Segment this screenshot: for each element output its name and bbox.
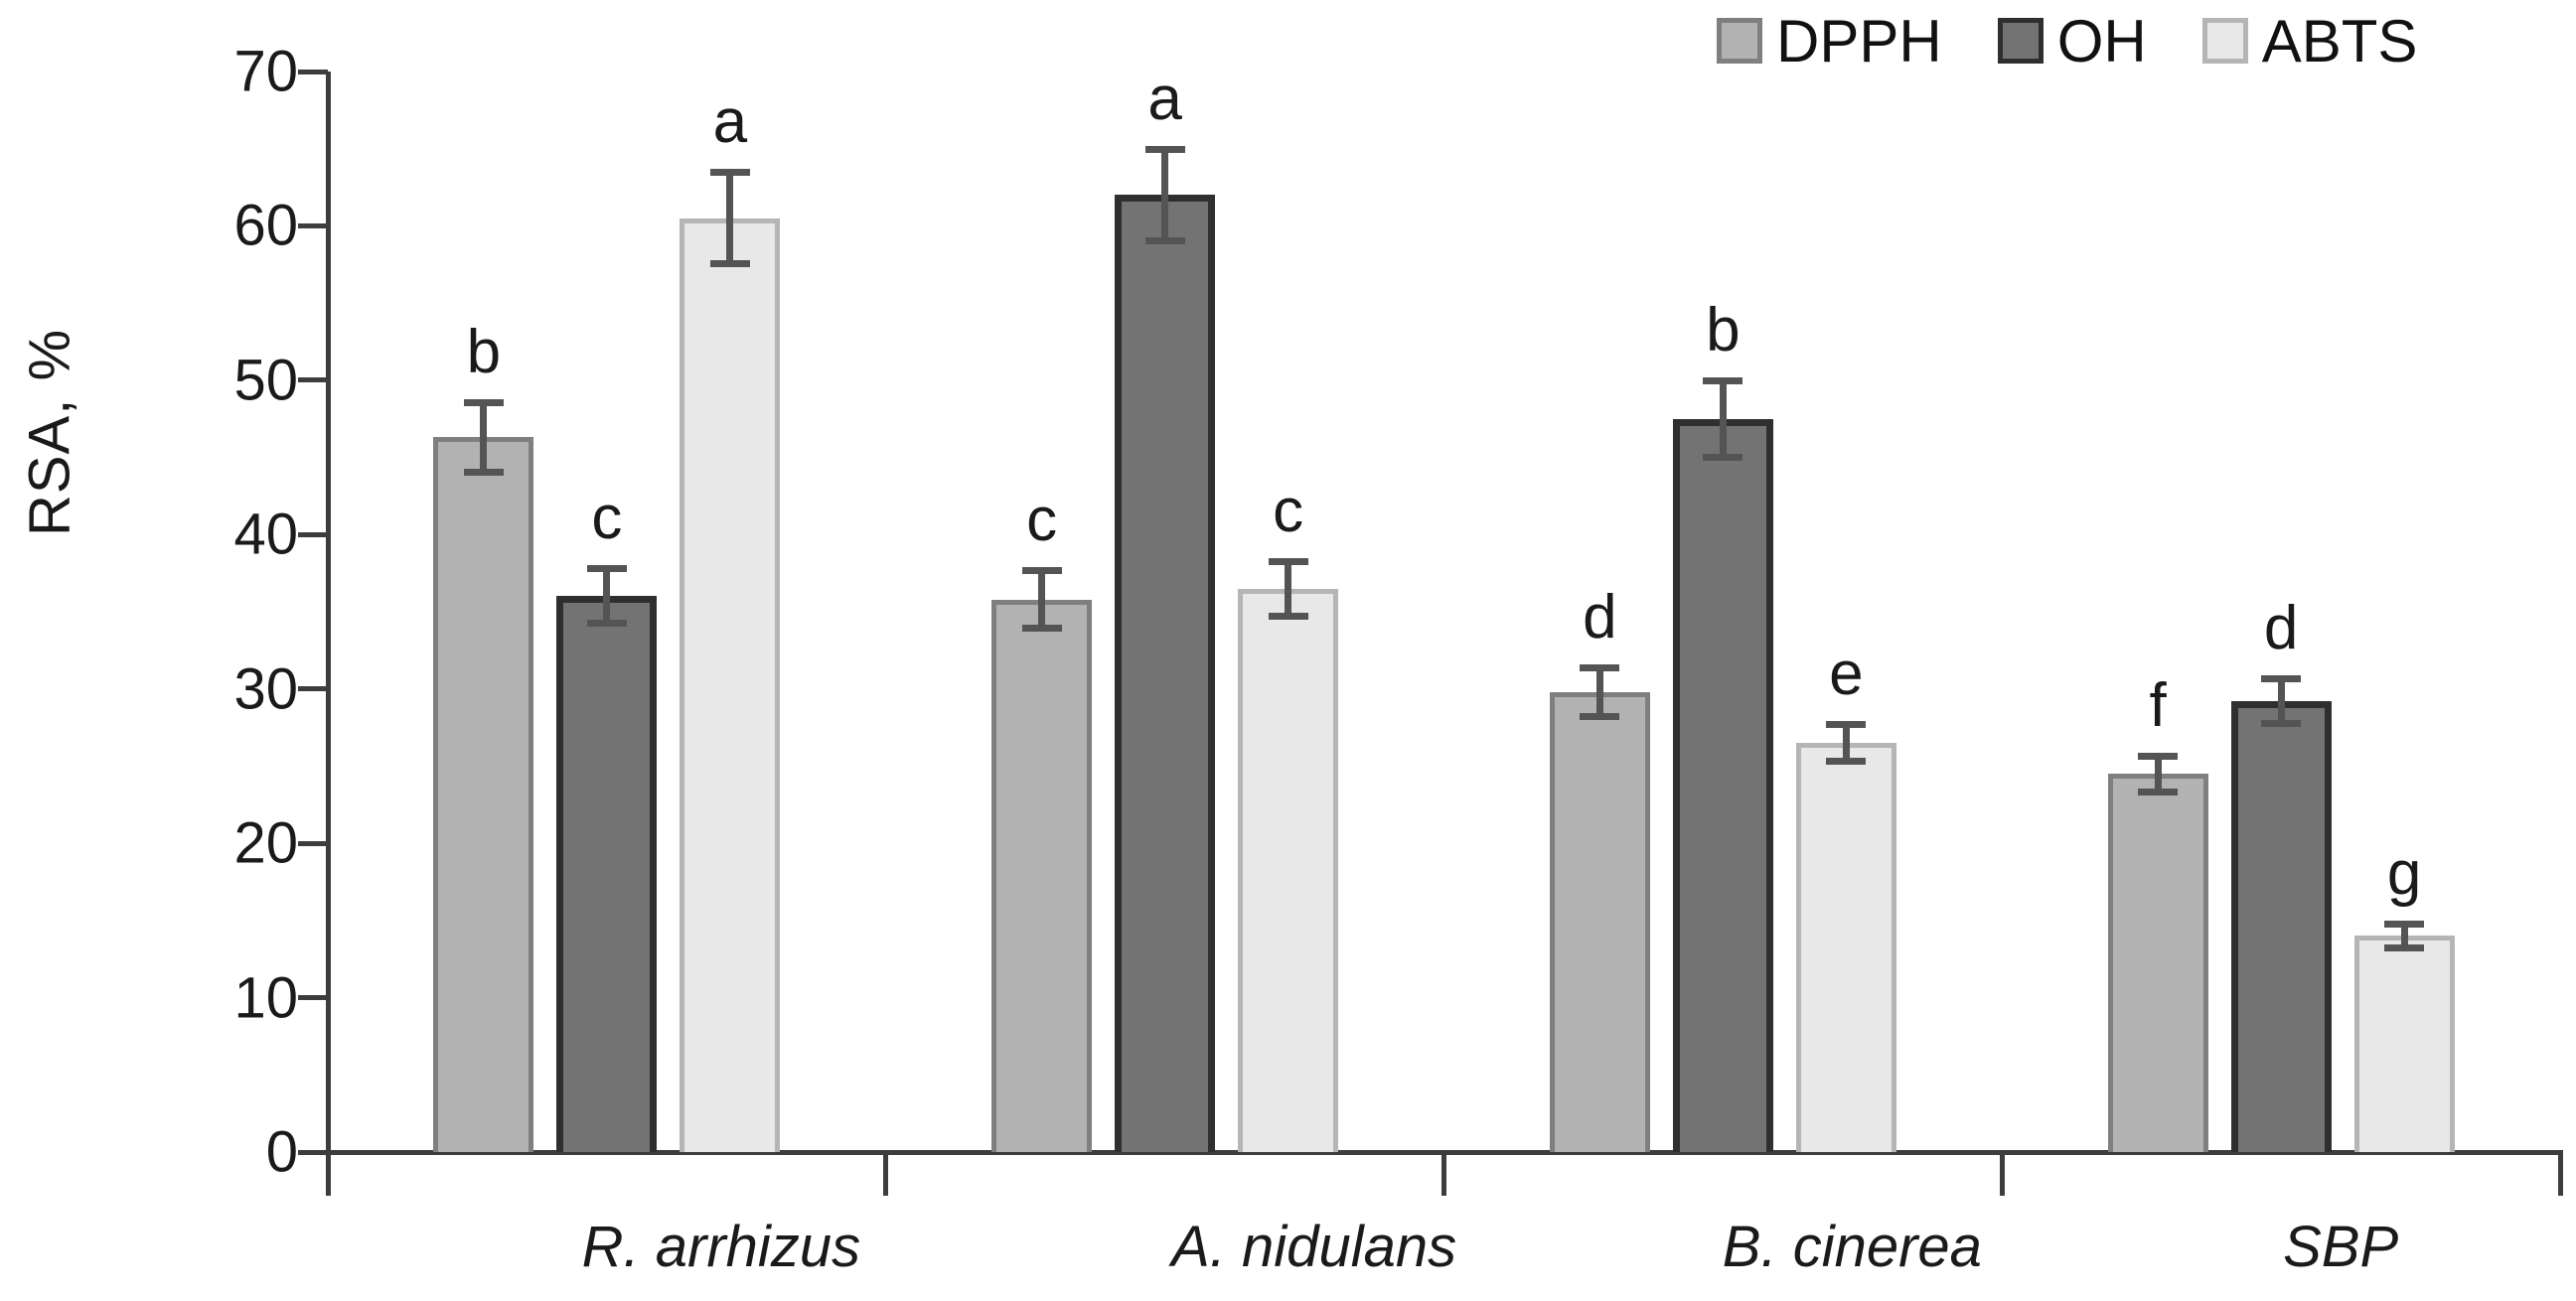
y-tick-label: 20 xyxy=(233,810,298,876)
sig-letter-abts-sbp: g xyxy=(2386,838,2422,908)
y-tick xyxy=(298,1149,328,1155)
bar-dpph-sbp xyxy=(2107,774,2208,1152)
error-cap-bottom-abts-sbp xyxy=(2384,943,2425,951)
x-boundary-tick xyxy=(1441,1152,1446,1196)
error-cap-top-oh-a-nidulans xyxy=(1144,145,1185,153)
y-tick xyxy=(298,69,328,74)
sig-letter-abts-a-nidulans: c xyxy=(1273,476,1304,545)
error-cap-top-dpph-sbp xyxy=(2138,752,2179,760)
error-bar-oh-r-arrhizus xyxy=(603,568,611,625)
error-bar-oh-b-cinerea xyxy=(1719,379,1727,458)
error-bar-abts-a-nidulans xyxy=(1285,560,1292,617)
bar-abts-a-nidulans xyxy=(1238,588,1339,1152)
category-label-r-arrhizus: R. arrhizus xyxy=(581,1215,861,1279)
sig-letter-dpph-r-arrhizus: b xyxy=(466,317,502,386)
bar-oh-r-arrhizus xyxy=(556,596,658,1152)
error-cap-top-oh-b-cinerea xyxy=(1703,376,1743,384)
error-cap-top-abts-b-cinerea xyxy=(1826,721,1867,729)
legend: DPPH OH ABTS xyxy=(1717,6,2417,75)
bar-abts-r-arrhizus xyxy=(680,217,781,1152)
error-cap-bottom-oh-sbp xyxy=(2261,720,2302,728)
x-boundary-tick xyxy=(1999,1152,2005,1196)
sig-letter-oh-sbp: d xyxy=(2263,593,2299,662)
sig-letter-dpph-a-nidulans: c xyxy=(1026,486,1058,555)
y-axis-line xyxy=(325,72,331,1154)
category-label-b-cinerea: B. cinerea xyxy=(1722,1215,1982,1279)
sig-letter-dpph-b-cinerea: d xyxy=(1583,582,1617,651)
bar-abts-b-cinerea xyxy=(1795,743,1896,1152)
error-cap-top-dpph-a-nidulans xyxy=(1021,567,1062,575)
error-cap-top-abts-r-arrhizus xyxy=(709,169,750,177)
bar-oh-b-cinerea xyxy=(1672,418,1773,1152)
legend-swatch-icon xyxy=(2201,18,2248,64)
error-cap-top-oh-r-arrhizus xyxy=(586,565,627,573)
legend-label: DPPH xyxy=(1776,7,1942,74)
error-cap-bottom-dpph-sbp xyxy=(2138,788,2179,795)
y-tick xyxy=(298,840,328,846)
sig-letter-oh-r-arrhizus: c xyxy=(591,484,623,553)
bar-oh-a-nidulans xyxy=(1115,195,1216,1152)
sig-letter-abts-r-arrhizus: a xyxy=(712,87,748,157)
legend-item-abts: ABTS xyxy=(2201,7,2418,75)
bar-dpph-b-cinerea xyxy=(1549,691,1650,1152)
error-bar-abts-r-arrhizus xyxy=(726,172,734,265)
y-tick-label: 0 xyxy=(265,1119,298,1185)
error-cap-bottom-abts-b-cinerea xyxy=(1826,757,1867,765)
error-bar-dpph-a-nidulans xyxy=(1038,570,1046,630)
error-bar-oh-a-nidulans xyxy=(1161,148,1169,241)
y-tick xyxy=(298,686,328,692)
category-label-a-nidulans: A. nidulans xyxy=(1171,1215,1457,1279)
y-tick xyxy=(298,377,328,383)
sig-letter-oh-a-nidulans: a xyxy=(1147,64,1182,133)
error-cap-bottom-oh-b-cinerea xyxy=(1703,453,1743,461)
y-axis-title: RSA, % xyxy=(17,328,82,537)
error-cap-bottom-oh-a-nidulans xyxy=(1144,236,1185,244)
x-boundary-tick xyxy=(325,1152,331,1196)
error-cap-bottom-dpph-a-nidulans xyxy=(1021,625,1062,633)
error-bar-dpph-b-cinerea xyxy=(1595,666,1603,717)
legend-label: ABTS xyxy=(2261,7,2418,74)
y-tick-label: 50 xyxy=(233,348,298,413)
y-tick-label: 10 xyxy=(233,965,298,1031)
y-tick-label: 40 xyxy=(233,502,298,567)
error-cap-top-dpph-b-cinerea xyxy=(1580,663,1620,671)
error-bar-abts-b-cinerea xyxy=(1842,724,1850,762)
legend-label: OH xyxy=(2056,7,2147,74)
y-tick-label: 70 xyxy=(233,39,298,104)
y-tick-label: 30 xyxy=(233,656,298,722)
error-bar-abts-sbp xyxy=(2400,923,2408,948)
category-label-sbp: SBP xyxy=(2283,1215,2399,1279)
x-boundary-tick xyxy=(2557,1152,2563,1196)
legend-item-dpph: DPPH xyxy=(1717,7,1942,75)
error-cap-top-abts-sbp xyxy=(2384,920,2425,928)
error-bar-dpph-sbp xyxy=(2154,755,2162,793)
x-boundary-tick xyxy=(883,1152,889,1196)
y-tick xyxy=(298,995,328,1001)
error-cap-top-abts-a-nidulans xyxy=(1268,557,1308,565)
bar-abts-sbp xyxy=(2353,936,2455,1152)
error-cap-bottom-abts-a-nidulans xyxy=(1268,612,1308,620)
bar-dpph-r-arrhizus xyxy=(433,437,534,1152)
y-tick xyxy=(298,222,328,228)
error-bar-oh-sbp xyxy=(2277,677,2285,725)
y-tick xyxy=(298,531,328,537)
legend-swatch-icon xyxy=(1717,18,1762,64)
sig-letter-oh-b-cinerea: b xyxy=(1706,295,1741,364)
sig-letter-abts-b-cinerea: e xyxy=(1829,640,1864,709)
legend-swatch-icon xyxy=(1997,18,2044,64)
error-cap-bottom-oh-r-arrhizus xyxy=(586,620,627,628)
error-cap-top-dpph-r-arrhizus xyxy=(463,398,504,406)
legend-item-oh: OH xyxy=(1997,7,2147,75)
bar-oh-sbp xyxy=(2230,701,2332,1152)
error-cap-top-oh-sbp xyxy=(2261,674,2302,682)
error-cap-bottom-abts-r-arrhizus xyxy=(709,260,750,268)
y-tick-label: 60 xyxy=(233,193,298,258)
bar-dpph-a-nidulans xyxy=(991,599,1093,1152)
error-bar-dpph-r-arrhizus xyxy=(480,401,488,474)
sig-letter-dpph-sbp: f xyxy=(2149,670,2167,740)
error-cap-bottom-dpph-r-arrhizus xyxy=(463,469,504,477)
error-cap-bottom-dpph-b-cinerea xyxy=(1580,712,1620,720)
